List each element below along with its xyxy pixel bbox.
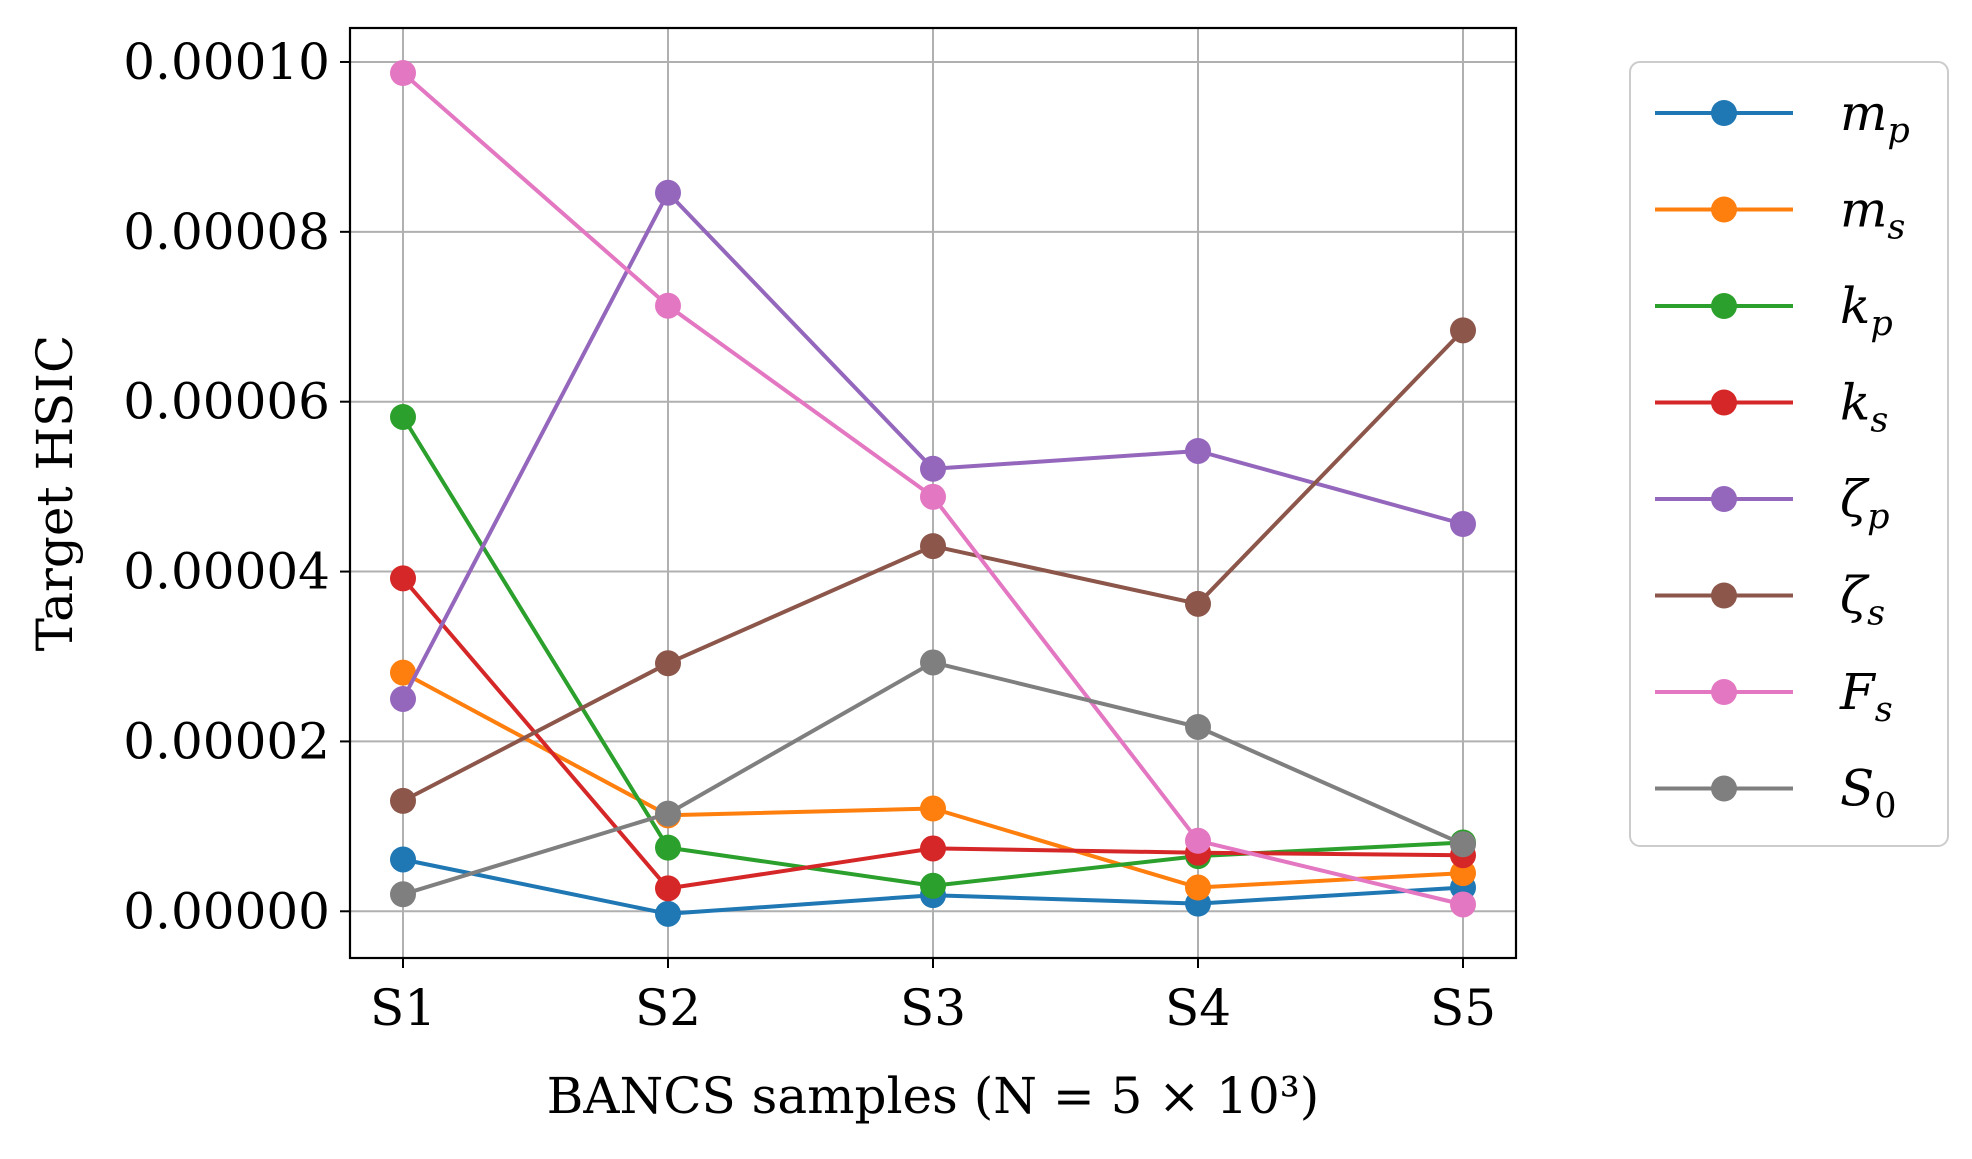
legend-marker <box>1711 293 1737 319</box>
x-axis-title: BANCS samples (N = 5 × 10³) <box>547 1067 1320 1125</box>
data-point <box>1185 874 1211 901</box>
data-point <box>1450 860 1476 887</box>
legend-item: ms <box>1655 181 1905 248</box>
data-point <box>390 787 416 814</box>
data-point <box>920 455 946 482</box>
y-tick-label: 0.00002 <box>123 712 330 770</box>
series-layer <box>390 60 1476 927</box>
legend-item: ζp <box>1655 470 1890 537</box>
data-point <box>1185 713 1211 740</box>
legend-label: ζp <box>1840 470 1890 537</box>
x-tick-label: S2 <box>635 979 701 1037</box>
series--s <box>390 317 1476 814</box>
data-point <box>390 659 416 686</box>
data-point <box>920 483 946 510</box>
legend-marker <box>1711 582 1737 609</box>
data-point <box>920 872 946 899</box>
data-point <box>390 565 416 592</box>
data-point <box>655 800 681 827</box>
data-point <box>1450 317 1476 344</box>
legend-label: S0 <box>1840 760 1897 827</box>
data-point <box>920 795 946 822</box>
data-point <box>1185 590 1211 617</box>
legend-marker <box>1711 100 1737 126</box>
legend-label: mp <box>1840 84 1910 151</box>
data-point <box>655 292 681 319</box>
legend-marker <box>1711 389 1737 416</box>
data-point <box>390 403 416 430</box>
legend-label: Fs <box>1839 663 1893 730</box>
series--p <box>390 179 1476 712</box>
data-point <box>655 875 681 902</box>
x-tick-label: S3 <box>900 979 966 1037</box>
legend-marker <box>1711 679 1737 705</box>
legend-label: ζs <box>1840 567 1885 634</box>
y-tick-label: 0.00004 <box>123 543 330 601</box>
y-tick-label: 0.00000 <box>123 882 330 940</box>
data-point <box>655 900 681 927</box>
legend-item: S0 <box>1655 760 1897 827</box>
legend-label: kp <box>1840 277 1893 344</box>
x-tick-label: S1 <box>370 979 436 1037</box>
data-point <box>1450 891 1476 918</box>
legend-frame <box>1629 61 1949 847</box>
legend-label: ms <box>1840 181 1905 248</box>
legend-marker <box>1711 486 1737 512</box>
data-point <box>390 60 416 87</box>
legend-item: kp <box>1655 277 1893 344</box>
data-point <box>390 846 416 873</box>
data-point <box>1450 511 1476 537</box>
x-tick-label: S4 <box>1165 979 1231 1037</box>
y-tick-label: 0.00006 <box>123 373 330 431</box>
data-point <box>655 179 681 206</box>
data-point <box>1450 831 1476 858</box>
y-tick-label: 0.00008 <box>123 203 330 261</box>
y-axis-title: Target HSIC <box>26 335 84 652</box>
legend-marker <box>1711 775 1737 802</box>
data-point <box>1185 827 1211 854</box>
data-point <box>390 685 416 712</box>
series-F-s <box>390 60 1476 918</box>
legend-item: ζs <box>1655 567 1885 634</box>
data-point <box>920 649 946 676</box>
series-S-0 <box>390 649 1476 908</box>
data-point <box>920 533 946 560</box>
data-point <box>655 650 681 677</box>
legend-item: ks <box>1655 374 1888 441</box>
legend-item: mp <box>1655 84 1910 151</box>
legend-item: Fs <box>1655 663 1893 730</box>
x-tick-label: S5 <box>1430 979 1496 1037</box>
data-point <box>390 881 416 908</box>
y-axis: 0.00000 0.00002 0.00004 0.00006 0.00008 0.000… <box>123 33 350 940</box>
legend: mp ms kp ks ζp ζs Fs S0 <box>1629 61 1949 847</box>
legend-marker <box>1711 196 1737 223</box>
x-axis: S1 S2 S3 S4 S5 <box>370 958 1496 1037</box>
data-point <box>920 835 946 862</box>
data-point <box>1185 437 1211 464</box>
legend-label: ks <box>1840 374 1888 441</box>
data-point <box>655 834 681 861</box>
y-tick-label: 0.00010 <box>123 33 330 91</box>
